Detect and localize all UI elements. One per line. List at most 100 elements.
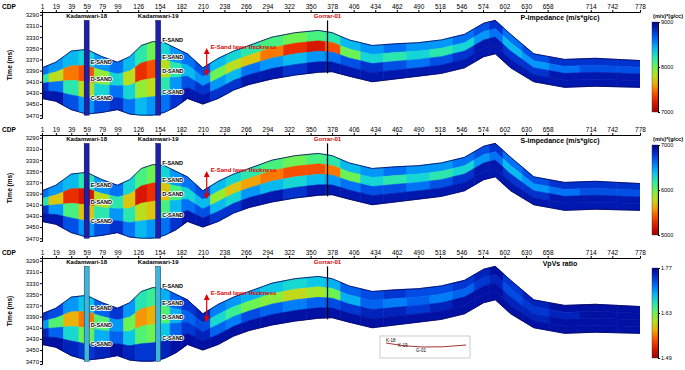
tick-mark bbox=[591, 10, 592, 12]
axis-line bbox=[40, 136, 43, 242]
tick-label: 546 bbox=[457, 249, 468, 256]
heatmap-cell bbox=[261, 312, 284, 327]
tick-mark bbox=[246, 133, 247, 135]
tick-mark bbox=[440, 10, 441, 12]
tick: 742 bbox=[607, 3, 618, 12]
tick-label: 574 bbox=[478, 126, 489, 133]
tick-mark bbox=[87, 10, 88, 12]
tick-label: 3350 bbox=[26, 169, 40, 175]
tick-label: 3390 bbox=[26, 314, 40, 320]
tick: 714 bbox=[586, 126, 597, 135]
tick-mark bbox=[354, 10, 355, 12]
tick: 406 bbox=[349, 249, 360, 258]
tick: 658 bbox=[543, 249, 554, 258]
tick-mark bbox=[56, 256, 57, 258]
heatmap-cell bbox=[124, 83, 136, 100]
tick: 546 bbox=[457, 249, 468, 258]
tick: 266 bbox=[241, 249, 252, 258]
heatmap-cell bbox=[261, 66, 284, 81]
tick: 350 bbox=[306, 126, 317, 135]
tick: 630 bbox=[521, 126, 532, 135]
tick-label: 266 bbox=[241, 249, 252, 256]
tick-label: 490 bbox=[413, 126, 424, 133]
tick: 3470 bbox=[26, 236, 42, 242]
tick-label: 210 bbox=[198, 126, 209, 133]
tick-mark bbox=[42, 256, 43, 258]
tick: 3290 bbox=[26, 258, 42, 264]
tick-label: 3370 bbox=[26, 57, 40, 63]
tick-mark bbox=[591, 133, 592, 135]
tick-label: 350 bbox=[306, 249, 317, 256]
tick-label: 154 bbox=[155, 126, 166, 133]
tick: 3370 bbox=[26, 303, 42, 309]
band-top bbox=[42, 266, 640, 313]
tick-mark bbox=[40, 238, 42, 239]
tick-mark bbox=[375, 133, 376, 135]
tick-mark bbox=[612, 256, 613, 258]
tick-label: 3350 bbox=[26, 46, 40, 52]
tick-label: 434 bbox=[370, 3, 381, 10]
tick-mark bbox=[40, 227, 42, 228]
tick-mark bbox=[40, 59, 42, 60]
panel: Kadamwari-18E-SANDD-SANDC-SANDKadamwari-… bbox=[2, 126, 683, 242]
y-axis: 3290331033303350337033903410343034503470 bbox=[26, 12, 43, 118]
tick: 602 bbox=[500, 249, 511, 258]
tick-mark bbox=[160, 256, 161, 258]
band-top bbox=[42, 143, 640, 190]
x-axis-title: CDP bbox=[2, 3, 16, 10]
colorbar-title: (m/s)*(g/cc) bbox=[653, 136, 683, 142]
tick: 3410 bbox=[26, 79, 42, 85]
tick: 5000 bbox=[658, 232, 673, 238]
tick: 3330 bbox=[26, 281, 42, 287]
tick: 322 bbox=[284, 126, 295, 135]
tick-label: 574 bbox=[478, 3, 489, 10]
tick-label: 8000 bbox=[661, 64, 673, 70]
heatmap-cell bbox=[580, 72, 618, 80]
tick: 3470 bbox=[26, 113, 42, 119]
tick-label: 3450 bbox=[26, 224, 40, 230]
sand-label: E-SAND bbox=[162, 300, 183, 306]
tick-mark bbox=[548, 10, 549, 12]
tick-mark bbox=[40, 194, 42, 195]
tick: 99 bbox=[114, 126, 122, 135]
tick-mark bbox=[461, 256, 462, 258]
heatmap-cell bbox=[618, 326, 640, 333]
tick: 9000 bbox=[658, 19, 673, 25]
tick: 322 bbox=[284, 249, 295, 258]
tick-label: 3310 bbox=[26, 269, 40, 275]
colorbar-axis: 500060007000 bbox=[658, 142, 673, 238]
tick: 3290 bbox=[26, 12, 42, 18]
tick: 714 bbox=[586, 3, 597, 12]
tick-label: 154 bbox=[155, 249, 166, 256]
sand-label: C-SAND bbox=[91, 95, 112, 101]
tick-label: 294 bbox=[263, 126, 274, 133]
tick: 490 bbox=[413, 3, 424, 12]
tick-mark bbox=[87, 256, 88, 258]
tick: 518 bbox=[435, 249, 446, 258]
tick-label: 5000 bbox=[661, 232, 673, 238]
tick-label: 714 bbox=[586, 249, 597, 256]
tick: 3370 bbox=[26, 180, 42, 186]
axis-line bbox=[43, 256, 641, 259]
tick-label: 3390 bbox=[26, 191, 40, 197]
tick-label: 1 bbox=[41, 249, 45, 256]
tick: 238 bbox=[219, 249, 230, 258]
sand-label: E-SAND bbox=[91, 59, 112, 65]
well-log bbox=[84, 20, 89, 115]
tick-label: 59 bbox=[84, 126, 92, 133]
tick-label: 742 bbox=[607, 3, 618, 10]
tick-label: 39 bbox=[68, 3, 76, 10]
well-log bbox=[156, 20, 161, 115]
heatmap-cell bbox=[226, 201, 241, 218]
tick-mark bbox=[40, 115, 42, 116]
heatmap-cell bbox=[549, 201, 580, 211]
panel: Kadamwari-18E-SANDD-SANDC-SANDKadamwari-… bbox=[2, 249, 672, 365]
tick-mark bbox=[461, 10, 462, 12]
tick: 406 bbox=[349, 126, 360, 135]
tick-label: 658 bbox=[543, 3, 554, 10]
tick: 490 bbox=[413, 249, 424, 258]
tick-label: 658 bbox=[543, 126, 554, 133]
tick: 3390 bbox=[26, 314, 42, 320]
tick-label: 3430 bbox=[26, 90, 40, 96]
plot-area bbox=[42, 143, 640, 238]
